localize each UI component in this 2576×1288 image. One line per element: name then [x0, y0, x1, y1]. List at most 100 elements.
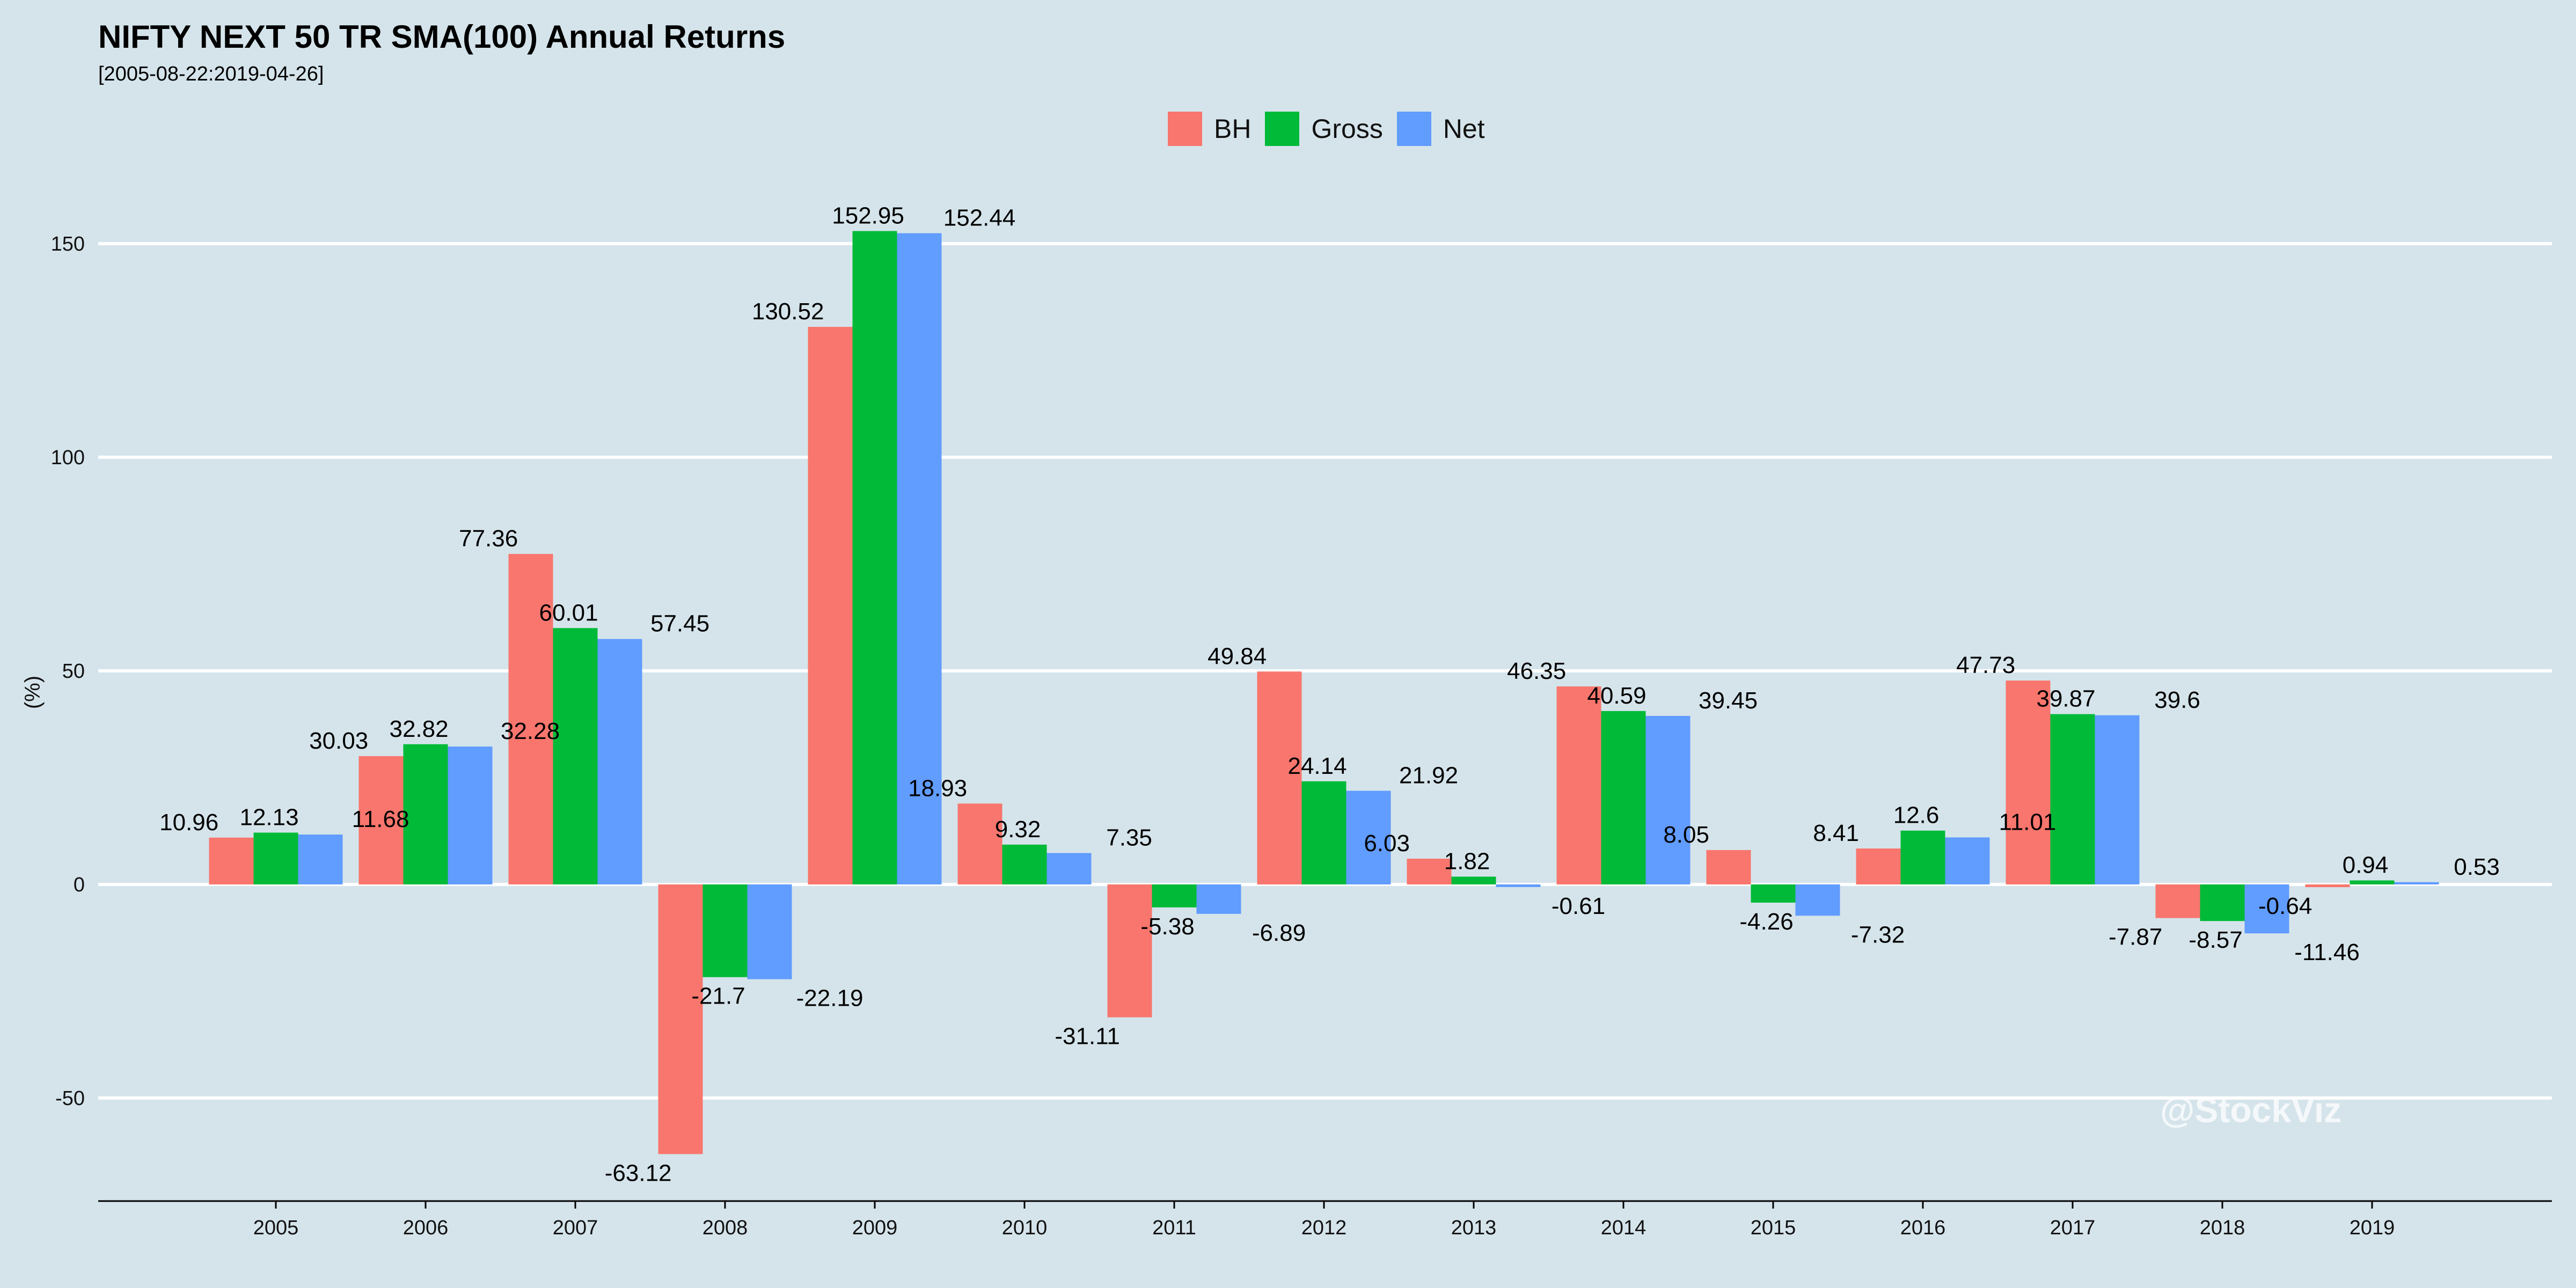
bar-bh [1107, 884, 1152, 1018]
bar-bh [808, 327, 853, 884]
legend-label-bh: BH [1214, 114, 1252, 144]
bar-gross [702, 884, 748, 977]
y-tick-label: 0 [74, 874, 85, 896]
data-label: 0.94 [2343, 852, 2389, 879]
bar-bh [209, 837, 254, 884]
data-label: 40.59 [1587, 683, 1646, 709]
bar-bh [508, 554, 553, 884]
bar-bh [1257, 671, 1302, 884]
gridlines [98, 242, 2552, 1100]
data-label: -0.64 [2258, 893, 2312, 919]
data-label: 1.82 [1444, 848, 1490, 875]
data-label: -7.32 [1851, 921, 1905, 948]
x-tick-label: 2010 [1002, 1217, 1048, 1239]
data-label: 10.96 [159, 809, 218, 836]
bar-bh [2305, 884, 2350, 888]
data-label: -4.26 [1739, 909, 1793, 935]
bar-net [1346, 791, 1391, 884]
x-tick-label: 2016 [1900, 1217, 1946, 1239]
bars [209, 231, 2439, 1154]
y-axis-ticks: -50 0 50 100 150 [51, 233, 85, 1110]
x-tick-label: 2007 [553, 1217, 598, 1239]
x-tick-label: 2011 [1152, 1217, 1196, 1239]
legend-item-net: Net [1396, 112, 1485, 146]
data-label: 77.36 [459, 525, 518, 552]
bar-bh [658, 884, 703, 1154]
bar-bh [957, 803, 1002, 884]
bar-gross [253, 832, 298, 884]
y-axis-title: (%) [21, 676, 45, 709]
data-label: 152.95 [832, 203, 904, 229]
bar-net [1196, 884, 1241, 914]
bar-net [897, 233, 942, 884]
x-tick-label: 2017 [2050, 1217, 2096, 1239]
data-label: 57.45 [650, 611, 709, 637]
bar-gross [1601, 711, 1646, 884]
bar-bh [358, 756, 404, 884]
data-label: 12.6 [1893, 802, 1940, 829]
watermark: @StockViz [2160, 1090, 2342, 1130]
data-label: 152.44 [943, 205, 1016, 231]
legend-item-gross: Gross [1265, 112, 1383, 146]
x-tick-label: 2014 [1601, 1217, 1646, 1239]
x-tick-label: 2013 [1451, 1217, 1497, 1239]
bar-net [1795, 884, 1840, 916]
x-tick-label: 2015 [1751, 1217, 1796, 1239]
bar-bh [1407, 859, 1452, 884]
bar-net [1496, 884, 1541, 887]
bar-gross [553, 628, 598, 884]
bar-bh [1856, 848, 1901, 884]
bar-net [2095, 715, 2140, 884]
y-tick-label: 100 [51, 447, 85, 469]
data-label: 130.52 [752, 298, 824, 325]
legend-item-bh: BH [1168, 112, 1251, 146]
data-label: 11.01 [1999, 809, 2057, 835]
bar-gross [2350, 880, 2395, 884]
bar-gross [1152, 884, 1197, 908]
x-tick-label: 2005 [253, 1217, 299, 1239]
data-label: -31.11 [1055, 1023, 1120, 1050]
bar-gross [1900, 830, 1945, 884]
x-tick-label: 2008 [702, 1217, 748, 1239]
data-label: 32.82 [389, 716, 448, 742]
bar-gross [852, 231, 897, 884]
bar-gross [1751, 884, 1796, 903]
bar-net [448, 747, 493, 884]
bar-gross [2050, 714, 2095, 884]
data-label: 11.68 [352, 806, 409, 832]
data-label: -8.57 [2189, 927, 2242, 953]
legend-label-net: Net [1443, 114, 1485, 144]
bar-gross [403, 744, 448, 884]
data-label: 49.84 [1208, 643, 1267, 669]
data-label: 47.73 [1956, 652, 2015, 678]
x-axis: 2005 2006 2007 2008 2009 2010 2011 2012 2013 2014… [98, 1200, 2552, 1239]
data-label: 21.92 [1399, 763, 1458, 789]
bar-gross [1002, 844, 1047, 884]
data-label: -6.89 [1252, 920, 1306, 946]
y-tick-label: 150 [51, 233, 85, 255]
data-label: 6.03 [1364, 830, 1410, 857]
legend-key-bh [1168, 112, 1202, 146]
bar-gross [1451, 876, 1496, 884]
data-label: 60.01 [539, 599, 598, 626]
x-tick-label: 2009 [852, 1217, 898, 1239]
data-label: 9.32 [995, 816, 1041, 843]
legend-key-gross [1265, 112, 1300, 146]
data-label: 8.41 [1813, 820, 1859, 846]
x-tick-label: 2006 [403, 1217, 449, 1239]
data-label: 7.35 [1106, 824, 1152, 851]
data-label: 39.6 [2154, 687, 2200, 713]
data-label: 0.53 [2454, 854, 2500, 880]
legend: BH Gross Net [1168, 112, 1499, 146]
data-label: -22.19 [796, 985, 863, 1012]
bar-gross [1301, 781, 1346, 884]
data-label: 39.87 [2036, 686, 2095, 712]
x-tick-label: 2012 [1301, 1217, 1347, 1239]
x-tick-label: 2018 [2200, 1217, 2245, 1239]
bar-bh [1556, 686, 1601, 884]
data-label: 18.93 [908, 775, 967, 801]
data-labels: 10.96 12.13 11.68 30.03 32.82 32.28 77.36 60.01… [159, 203, 2500, 1187]
data-label: -11.46 [2294, 939, 2360, 965]
data-label: -7.87 [2109, 924, 2162, 950]
